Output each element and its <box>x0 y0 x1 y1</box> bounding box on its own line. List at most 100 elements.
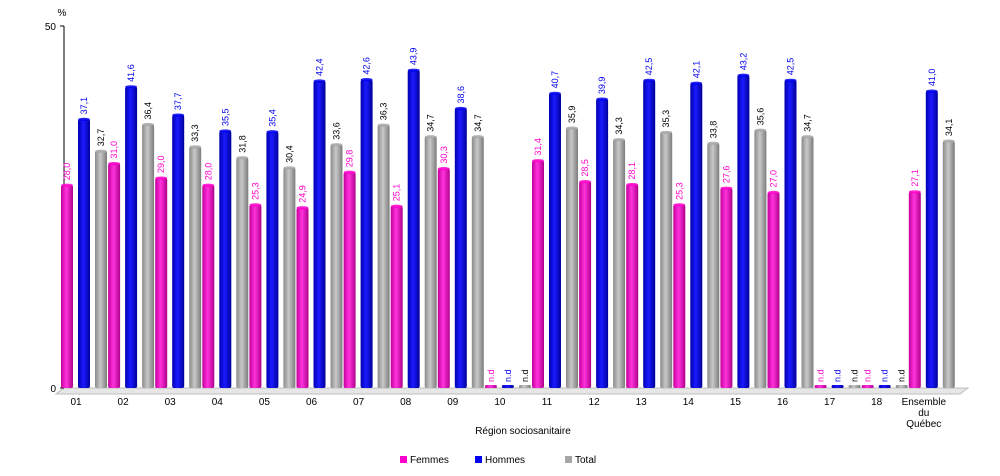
bar-total <box>424 136 437 388</box>
data-label-hommes: n.d <box>833 369 843 382</box>
x-tick-label: 15 <box>730 397 742 408</box>
bar-femmes-cap <box>296 206 309 210</box>
bar-hommes <box>78 119 90 389</box>
bar-hommes-empty <box>831 385 844 388</box>
bar-femmes-cap <box>61 183 73 187</box>
data-label-total: 35,9 <box>567 106 577 124</box>
data-label-hommes: 42,5 <box>786 58 796 76</box>
bar-hommes-empty <box>878 385 891 388</box>
bar-femmes-cap <box>720 186 733 190</box>
data-label-hommes: 41,0 <box>927 69 937 87</box>
bar-total <box>377 125 390 389</box>
bar-total-cap <box>142 122 155 127</box>
data-label-femmes: n.d <box>816 369 826 382</box>
x-tick-label: 13 <box>636 397 648 408</box>
bar-femmes <box>296 207 309 388</box>
bar-total-cap <box>942 139 955 143</box>
bar-hommes <box>266 131 279 389</box>
bar-hommes <box>172 115 185 388</box>
bar-hommes-cap <box>313 79 326 83</box>
bar-femmes <box>202 185 215 388</box>
bar-total-cap <box>330 143 343 147</box>
bar-femmes <box>908 191 921 388</box>
bar-femmes-cap <box>673 203 686 207</box>
data-label-femmes: 25,3 <box>674 182 684 200</box>
bar-hommes <box>784 80 797 389</box>
x-tick-label: 17 <box>824 397 836 408</box>
data-label-hommes: 37,7 <box>173 93 183 111</box>
bar-femmes-cap <box>390 204 403 208</box>
data-label-total: 34,3 <box>614 117 624 135</box>
bar-femmes-cap <box>343 170 356 174</box>
bar-femmes-cap <box>532 159 544 163</box>
bar-total <box>707 143 720 388</box>
data-label-femmes: 28,5 <box>580 159 590 177</box>
bar-total-empty <box>518 385 531 388</box>
data-label-total: 33,6 <box>332 122 342 140</box>
bar-hommes-cap <box>737 73 750 77</box>
legend: Femmes Hommes Total <box>400 455 596 466</box>
x-tick-label: 08 <box>400 397 412 408</box>
y-axis-unit: % <box>58 8 67 19</box>
legend-item-hommes: Hommes <box>475 455 525 466</box>
legend-item-total: Total <box>565 455 596 466</box>
x-tick-label: 07 <box>353 397 365 408</box>
bar-hommes <box>219 130 232 389</box>
bar-total <box>471 136 484 388</box>
data-label-hommes: 43,2 <box>738 53 748 71</box>
data-label-total: 32,7 <box>96 129 106 147</box>
data-label-femmes: 28,0 <box>203 163 213 181</box>
bar-femmes-empty <box>484 385 497 388</box>
bar-femmes-cap <box>579 180 592 184</box>
legend-item-femmes: Femmes <box>400 455 449 466</box>
bar-hommes <box>360 79 373 389</box>
data-label-femmes: 29,0 <box>156 156 166 174</box>
bar-total-cap <box>377 123 390 127</box>
legend-label: Total <box>575 455 596 466</box>
data-label-femmes: n.d <box>863 369 873 382</box>
bar-hommes-cap <box>784 78 797 82</box>
bar-total-cap <box>801 135 814 139</box>
legend-swatch <box>565 456 572 463</box>
bar-femmes-cap <box>767 190 780 195</box>
bar-femmes <box>437 168 450 388</box>
chart-floor <box>54 387 970 395</box>
data-label-femmes: 29,8 <box>345 150 355 168</box>
data-label-femmes: 24,9 <box>298 185 308 203</box>
bar-hommes-cap <box>125 85 138 89</box>
data-label-hommes: 42,4 <box>315 58 325 76</box>
data-label-hommes: 35,4 <box>267 109 277 127</box>
bar-total <box>283 167 296 388</box>
x-tick-label: 16 <box>777 397 789 408</box>
data-label-total: 31,8 <box>237 135 247 153</box>
bar-total-empty <box>848 385 861 388</box>
legend-swatch <box>475 456 482 463</box>
x-tick-label: 11 <box>542 397 553 408</box>
bar-hommes-empty <box>501 385 514 388</box>
data-label-hommes: 41,6 <box>126 64 136 82</box>
bar-hommes <box>737 75 750 389</box>
data-label-hommes: 42,1 <box>691 61 701 79</box>
y-tick-label: 0 <box>50 384 56 395</box>
data-label-femmes: 25,3 <box>250 182 260 200</box>
bar-hommes <box>454 108 467 388</box>
bar-hommes-cap <box>549 91 561 95</box>
data-label-total: n.d <box>897 369 907 382</box>
bar-total <box>236 157 249 388</box>
data-label-total: 34,7 <box>426 114 436 132</box>
bar-hommes-cap <box>78 117 90 121</box>
bar-femmes <box>767 192 780 388</box>
bar-hommes-cap <box>172 113 185 117</box>
bar-total <box>142 124 155 389</box>
bar-femmes-cap <box>155 176 168 180</box>
bar-hommes <box>549 93 561 388</box>
data-label-femmes: 30,3 <box>439 146 449 164</box>
x-tick-label: 03 <box>165 397 177 408</box>
bar-total-cap <box>283 166 296 170</box>
bar-hommes <box>407 70 420 388</box>
data-label-total: 34,7 <box>803 114 813 132</box>
data-label-total: 36,4 <box>143 102 153 120</box>
bar-total <box>660 132 673 388</box>
x-tick-label: 06 <box>306 397 318 408</box>
